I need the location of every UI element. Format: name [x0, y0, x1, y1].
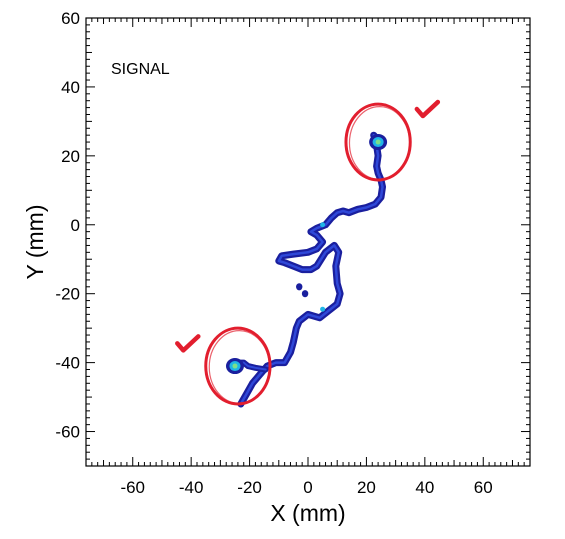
x-tick-label: 40: [415, 478, 434, 497]
hotspot-core: [232, 363, 238, 369]
hotspot-small: [320, 222, 326, 228]
x-tick-label: -40: [179, 478, 204, 497]
y-tick-label: 0: [71, 216, 80, 235]
x-tick-label: -20: [237, 478, 262, 497]
x-tick-label: 20: [357, 478, 376, 497]
track-blob: [301, 290, 309, 298]
track-layer: [225, 131, 388, 408]
y-tick-label: -20: [55, 285, 80, 304]
x-tick-label: 60: [474, 478, 493, 497]
highlight-circle-inner: [348, 106, 411, 181]
y-axis-label: Y (mm): [22, 205, 48, 280]
hotspot-core: [375, 139, 381, 145]
x-tick-label: 0: [303, 478, 312, 497]
axis-layer: -60 -40 -20 0 20 40 60 -60 -40 -20 0 20 40 60: [55, 9, 531, 497]
x-axis-label: X (mm): [270, 500, 345, 526]
x-tick-label: -60: [120, 478, 145, 497]
highlight-circle-inner: [208, 330, 271, 405]
hotspot-small: [320, 306, 326, 312]
plot-frame: [85, 17, 531, 467]
check-mark-icon: [414, 99, 441, 119]
y-tick-label: -60: [55, 423, 80, 442]
y-tick-label: 40: [61, 78, 80, 97]
y-tick-label: 20: [61, 147, 80, 166]
y-tick-label: -40: [55, 354, 80, 373]
y-tick-label: 60: [61, 9, 80, 28]
signal-annotation: SIGNAL: [111, 61, 170, 78]
check-mark-icon: [175, 334, 201, 353]
track-blob: [296, 283, 303, 291]
marker-layer: [175, 99, 441, 406]
track-path-core: [239, 133, 384, 406]
